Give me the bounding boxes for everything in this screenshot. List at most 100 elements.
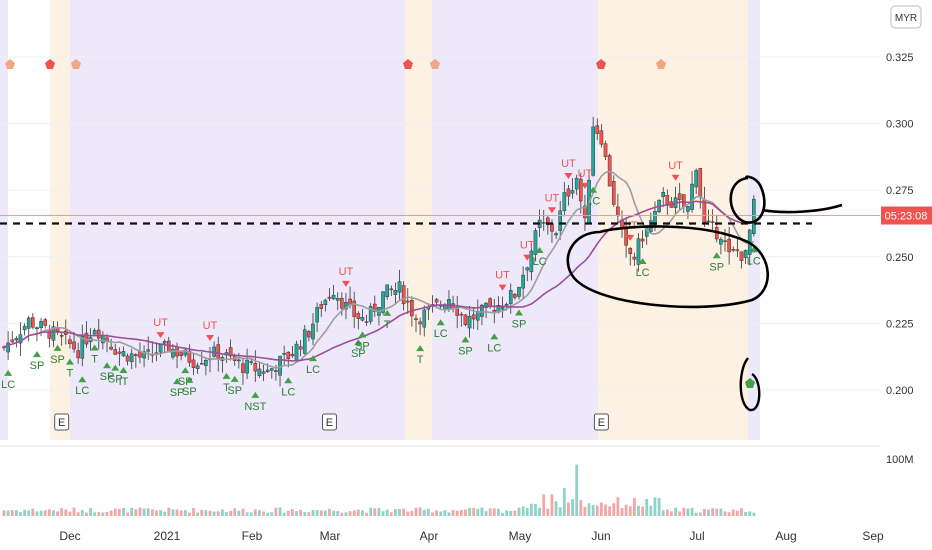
top-flag-icon <box>596 59 606 69</box>
candle-body <box>401 285 406 305</box>
volume-bar <box>105 512 109 516</box>
signal-label: UT <box>495 270 510 282</box>
volume-bar <box>249 512 253 516</box>
candle-body <box>117 351 122 354</box>
volume-bar <box>628 506 632 516</box>
volume-bar <box>394 509 397 516</box>
volume-bar <box>694 512 698 516</box>
volume-bars <box>0 445 880 516</box>
volume-bar <box>220 509 224 516</box>
volume-bar <box>678 511 682 516</box>
candle-body <box>570 190 575 194</box>
signal-up-arrow-icon <box>103 362 111 369</box>
volume-bar <box>93 512 97 516</box>
volume-bar <box>637 505 640 516</box>
volume-bar <box>525 508 529 516</box>
signal-up-arrow-icon <box>490 333 499 340</box>
volume-bar <box>608 506 612 516</box>
volume-bar <box>155 510 158 516</box>
time-tick-label: Jul <box>689 529 704 543</box>
signal-down-arrow-icon <box>671 174 680 181</box>
volume-bar <box>723 511 727 516</box>
candle-body <box>418 321 422 325</box>
volume-bar <box>72 507 76 516</box>
candle-body <box>96 329 101 339</box>
signal-label: T <box>417 354 424 366</box>
price-axis[interactable]: MYR 0.325 0.300 0.275 0.250 0.225 0.200 05:23:0… <box>880 0 932 550</box>
volume-bar <box>85 512 88 516</box>
volume-bar <box>682 507 686 516</box>
candle-body <box>261 371 266 374</box>
volume-bar <box>80 510 84 516</box>
candle-body <box>228 347 233 357</box>
signal-up-arrow-icon <box>185 376 194 383</box>
signal-label: UT <box>668 160 683 172</box>
time-tick-label: Dec <box>59 529 80 543</box>
annotations <box>0 175 880 412</box>
volume-tick-label: 100M <box>886 454 914 466</box>
signal-up-arrow-icon <box>309 355 317 362</box>
candle-body <box>352 300 357 317</box>
signal-up-arrow-icon <box>32 351 41 358</box>
signal-label: LC <box>75 385 89 397</box>
signal-down-arrow-icon <box>156 332 165 339</box>
volume-bar <box>142 508 146 516</box>
signal-down-arrow-icon <box>523 254 532 261</box>
candle-body <box>331 294 336 300</box>
volume-bar <box>369 507 373 516</box>
candle-body <box>340 298 344 309</box>
signal-up-arrow-icon <box>181 367 190 374</box>
signal-label: LC <box>1 379 15 391</box>
signal-up-arrow-icon <box>4 369 13 376</box>
signal-up-arrow-icon <box>111 364 120 371</box>
volume-bar <box>517 507 521 516</box>
time-axis[interactable]: Dec 2021 Feb Mar Apr May Jun Jul Aug Sep <box>59 529 884 543</box>
volume-bar <box>472 507 476 516</box>
volume-bar <box>196 512 200 516</box>
signal-label: SP <box>182 386 197 398</box>
signal-label: SP <box>458 345 473 357</box>
volume-bar <box>332 510 335 516</box>
signal-up-arrow-icon <box>119 366 128 373</box>
volume-bar <box>740 508 743 516</box>
signal-up-arrow-icon <box>383 309 392 316</box>
signal-up-arrow-icon <box>53 344 62 351</box>
volume-bar <box>398 508 401 516</box>
candle-body <box>245 359 249 374</box>
volume-bar <box>554 501 558 516</box>
volume-bar <box>126 512 129 516</box>
volume-bar <box>60 508 64 516</box>
candle-body <box>14 338 19 341</box>
candle-body <box>661 192 665 197</box>
volume-bar <box>727 512 731 516</box>
candle-body <box>541 222 546 224</box>
time-tick-label: Sep <box>862 529 884 543</box>
candle-body <box>529 250 534 273</box>
candle-body <box>574 177 579 190</box>
volume-bar <box>19 512 22 516</box>
signal-label: T <box>384 319 391 331</box>
signal-label: SP <box>355 340 370 352</box>
signal-label: IT <box>119 376 129 388</box>
candle-body <box>315 307 319 323</box>
candle-body <box>183 349 188 356</box>
volume-bar <box>567 502 570 516</box>
candle-body <box>735 249 740 252</box>
time-tick-label: Feb <box>242 529 263 543</box>
candle-body <box>142 351 146 359</box>
candle-body <box>698 168 703 197</box>
volume-bar <box>225 512 228 516</box>
volume-bar <box>439 511 443 516</box>
signal-up-arrow-icon <box>416 345 425 352</box>
volume-bar <box>653 497 657 516</box>
volume-bar <box>410 510 414 516</box>
candle-body <box>554 233 558 236</box>
signal-down-arrow-icon <box>547 207 556 214</box>
volume-bar <box>381 511 385 516</box>
volume-bar <box>686 508 690 516</box>
candle-body <box>706 220 711 223</box>
signal-up-arrow-icon <box>358 331 367 338</box>
candle-body <box>26 317 31 329</box>
signal-label: LC <box>487 342 501 354</box>
